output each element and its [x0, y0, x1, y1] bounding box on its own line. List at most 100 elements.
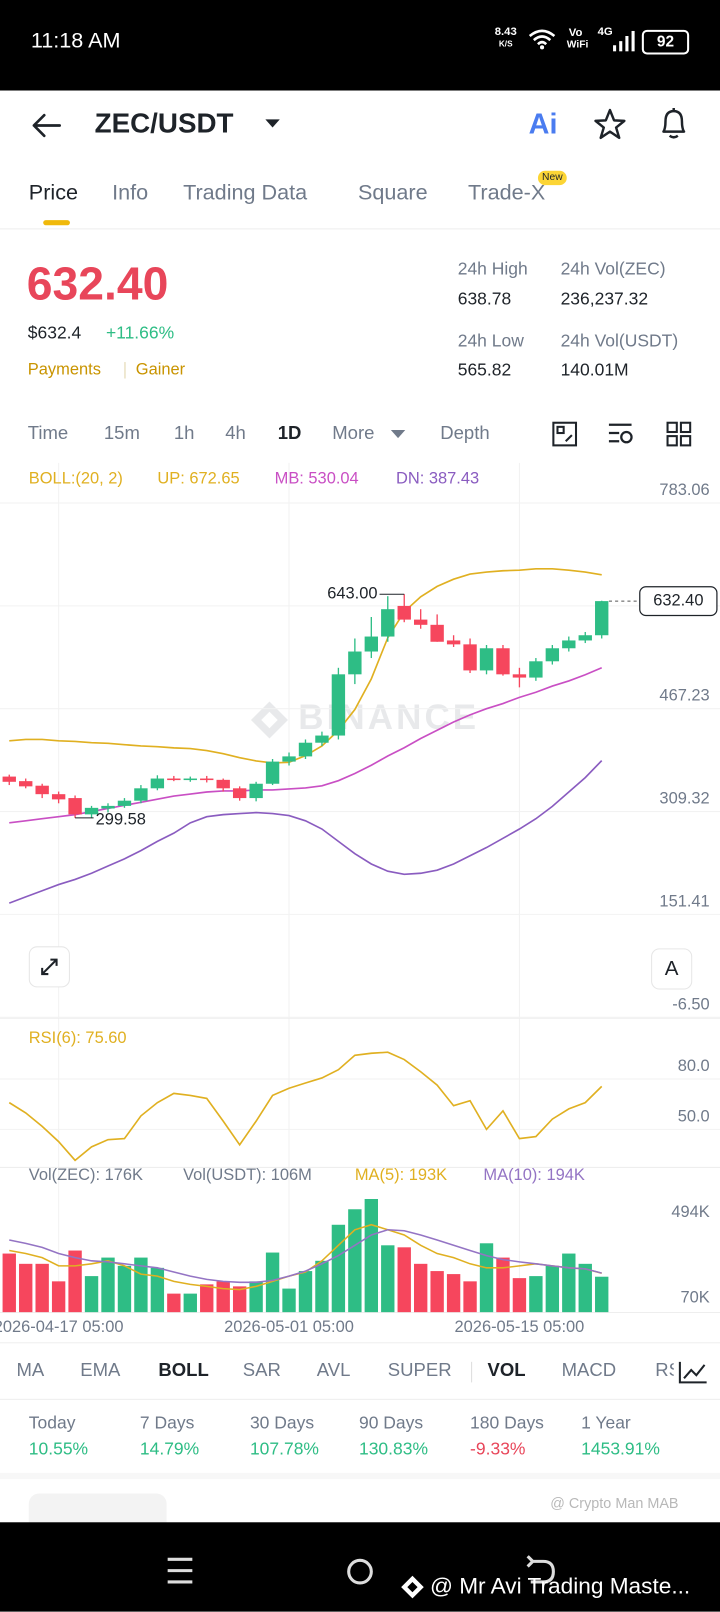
candle-body — [512, 674, 527, 678]
favorite-button[interactable] — [593, 108, 626, 141]
candle-body — [249, 783, 263, 799]
interval[interactable]: 1h — [173, 422, 195, 444]
interval[interactable]: 1D — [277, 422, 302, 444]
auto-scale-button[interactable]: A — [651, 948, 693, 990]
indicator[interactable]: AVL — [316, 1359, 351, 1381]
fullscreen-button[interactable] — [28, 946, 70, 988]
tag[interactable]: Payments — [27, 361, 101, 379]
perf-label: 90 Days — [358, 1413, 424, 1433]
indicator[interactable]: SAR — [242, 1359, 281, 1381]
perf-value: 107.78% — [249, 1438, 319, 1459]
boll-line — [8, 760, 603, 904]
net-unit: K/S — [498, 39, 513, 49]
nav-menu[interactable] — [165, 1555, 196, 1586]
volume-bar — [265, 1252, 280, 1313]
volume-bar — [496, 1257, 510, 1313]
pair-dropdown[interactable] — [263, 117, 282, 129]
y-tick-label: 70K — [680, 1288, 709, 1306]
interval[interactable]: 4h — [225, 422, 246, 444]
x-tick-label: 2026-05-01 05:00 — [224, 1318, 354, 1336]
tab[interactable]: Trade-X — [467, 181, 546, 205]
volume-bar — [479, 1243, 494, 1313]
perf-value: -9.33% — [470, 1438, 526, 1459]
net-speed: 8.43 — [494, 25, 517, 39]
perf-label: Today — [28, 1413, 76, 1433]
y-tick-label: 50.0 — [678, 1107, 710, 1125]
volume-bar — [298, 1271, 313, 1313]
volume-bar — [134, 1257, 148, 1313]
perf-label: 180 Days — [470, 1413, 544, 1433]
status-time: 11:18 AM — [30, 28, 121, 53]
candle-body — [315, 735, 329, 743]
candle-body — [413, 619, 428, 625]
indicator-menu[interactable] — [673, 1353, 720, 1391]
watermark-logo — [250, 701, 288, 739]
perf-value: 1453.91% — [581, 1438, 660, 1459]
indicator[interactable]: MACD — [561, 1359, 617, 1381]
tab[interactable]: Square — [357, 181, 428, 205]
last-price: 632.40 — [26, 257, 169, 310]
interval[interactable]: 15m — [103, 422, 140, 444]
legend-entry: MA(10): 194K — [483, 1166, 584, 1184]
volume-ma-line — [9, 1223, 602, 1291]
indicator-settings-icon[interactable] — [607, 421, 636, 448]
alert-button[interactable] — [657, 106, 690, 141]
stat-label: 24h Low — [457, 331, 524, 351]
usd-price: $632.4 — [27, 322, 82, 343]
candle-body — [331, 674, 346, 736]
min-label: 299.58 — [96, 810, 146, 828]
indicator[interactable]: BOLL — [158, 1359, 209, 1381]
x-tick-label: 2026-04-17 05:00 — [0, 1318, 124, 1336]
candle-body — [117, 800, 132, 806]
section-gap — [0, 1472, 720, 1480]
tab[interactable]: Info — [112, 181, 149, 205]
fullscreen-icon — [41, 958, 58, 976]
perf-label: 1 Year — [581, 1413, 631, 1433]
indicator[interactable]: VOL — [487, 1359, 526, 1381]
volume-bar — [282, 1288, 296, 1313]
tag-separator — [124, 362, 126, 379]
layout-icon[interactable] — [665, 421, 692, 448]
candle-body — [430, 624, 444, 642]
pair-title[interactable]: ZEC/USDT — [94, 107, 234, 139]
stat-value: 638.78 — [457, 289, 512, 309]
candle-body — [68, 798, 82, 815]
ai-button[interactable]: Ai — [528, 107, 558, 140]
indicator[interactable]: MA — [16, 1359, 45, 1381]
candle-body — [381, 609, 395, 637]
nav-home[interactable] — [344, 1555, 377, 1588]
candle-body — [2, 776, 16, 782]
volume-bar — [19, 1263, 33, 1313]
candle-body — [35, 785, 49, 795]
new-badge: New — [537, 170, 567, 186]
interval[interactable]: Depth — [440, 422, 490, 444]
candle-body — [364, 636, 378, 652]
nav-back[interactable] — [523, 1555, 558, 1588]
interval[interactable]: Time — [27, 422, 69, 444]
watermark: BINANCE — [250, 698, 476, 739]
more-dropdown[interactable] — [390, 429, 406, 439]
volume-bar — [35, 1263, 49, 1313]
tag[interactable]: Gainer — [135, 361, 186, 379]
interval[interactable]: More — [332, 422, 375, 444]
indicator-label: RSI(6): 75.60 — [29, 1029, 127, 1047]
stat-label: 24h High — [457, 259, 528, 279]
volume-bar — [413, 1263, 428, 1313]
indicator[interactable]: EMA — [80, 1359, 121, 1381]
volume-bar — [562, 1253, 576, 1313]
volume-bar — [512, 1278, 527, 1313]
volume-bar — [545, 1265, 560, 1313]
volume-label: Vol(ZEC): 176K — [29, 1166, 143, 1184]
volume-bar — [529, 1276, 543, 1313]
chart-settings-icon[interactable] — [551, 421, 578, 448]
y-tick-label: -6.50 — [672, 995, 709, 1013]
stat-label: 24h Vol(USDT) — [560, 331, 679, 351]
candle-body — [134, 788, 148, 801]
indicator[interactable]: SUPER — [387, 1359, 452, 1381]
tab[interactable]: Trading Data — [183, 181, 308, 205]
back-button[interactable] — [31, 111, 62, 140]
tab[interactable]: Price — [28, 181, 79, 205]
volume-bar — [397, 1247, 411, 1313]
